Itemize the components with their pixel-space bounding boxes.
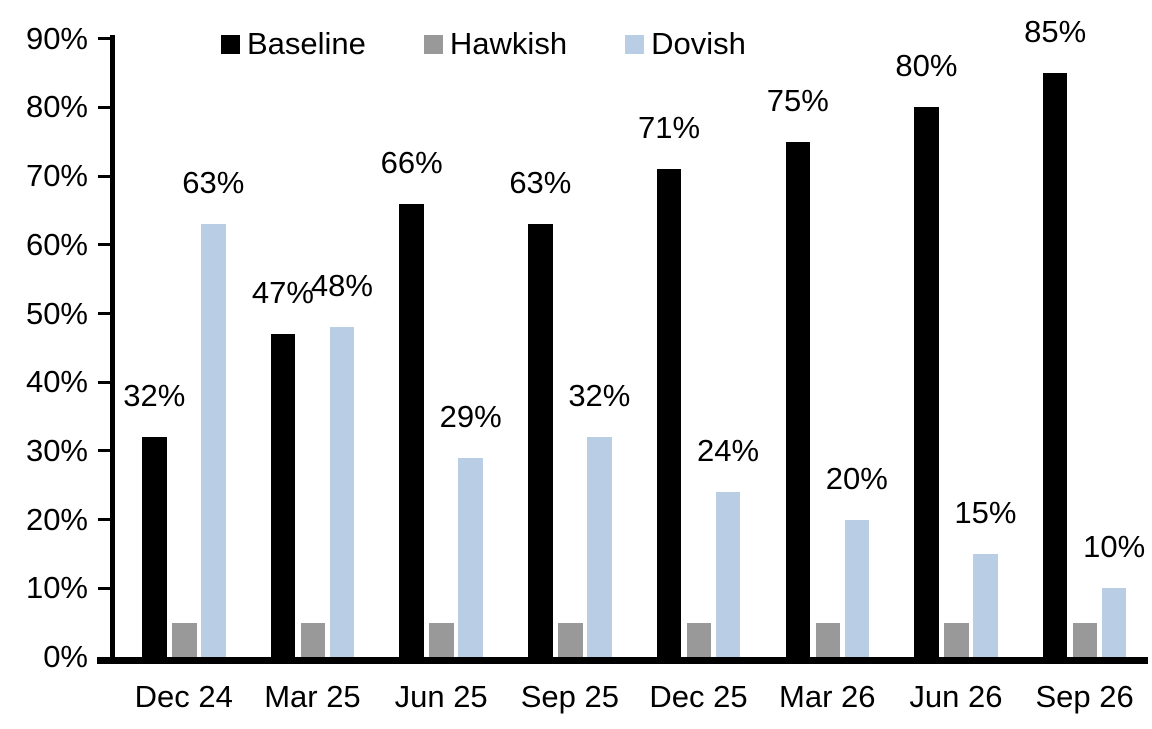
- legend-label-hawkish: Hawkish: [449, 26, 568, 61]
- bar-baseline-sep-25: [528, 224, 553, 657]
- bar-label-dovish-jun-25: 29%: [439, 398, 502, 434]
- x-label-sep-26: Sep 26: [1035, 679, 1134, 714]
- y-tick-label-60: 60%: [25, 226, 88, 262]
- legend-label-baseline: Baseline: [247, 26, 366, 61]
- x-label-jun-25: Jun 25: [394, 679, 488, 714]
- legend-label-dovish: Dovish: [651, 26, 746, 61]
- bar-baseline-dec-25: [656, 169, 682, 657]
- chart-legend: Baseline Hawkish Dovish: [221, 27, 746, 61]
- bar-label-dovish-sep-25: 32%: [568, 378, 631, 414]
- bar-label-dovish-dec-25: 24%: [697, 433, 760, 469]
- y-tick-50: [98, 312, 111, 315]
- bar-hawkish-mar-26: [815, 622, 840, 657]
- bar-label-baseline-sep-25: 63%: [509, 165, 572, 201]
- bar-label-baseline-mar-25: 47%: [251, 275, 314, 311]
- bar-label-dovish-sep-26: 10%: [1083, 529, 1146, 565]
- legend-item-dovish: Dovish: [625, 27, 746, 61]
- y-tick-label-0: 0%: [43, 639, 88, 674]
- x-label-mar-25: Mar 25: [264, 679, 361, 714]
- bar-dovish-sep-25: [587, 437, 612, 657]
- y-tick-label-30: 30%: [25, 432, 88, 468]
- y-tick-30: [98, 449, 111, 453]
- legend-swatch-baseline-icon: [221, 34, 240, 54]
- y-tick-80: [98, 105, 111, 109]
- bar-baseline-mar-25: [270, 334, 296, 657]
- bar-dovish-dec-24: [201, 224, 226, 657]
- bar-label-baseline-jun-26: 80%: [895, 48, 958, 84]
- bar-dovish-jun-26: [973, 553, 998, 657]
- bar-hawkish-sep-25: [558, 622, 583, 657]
- x-label-jun-26: Jun 26: [909, 679, 1003, 714]
- bar-hawkish-jun-26: [944, 622, 969, 657]
- bar-label-dovish-dec-24: 63%: [182, 165, 245, 201]
- bar-baseline-dec-24: [142, 437, 167, 657]
- bar-baseline-jun-26: [914, 107, 939, 657]
- bar-hawkish-sep-26: [1072, 622, 1098, 657]
- bar-label-baseline-dec-25: 71%: [638, 110, 701, 146]
- x-label-dec-25: Dec 25: [649, 679, 748, 714]
- x-label-sep-25: Sep 25: [520, 679, 619, 714]
- bar-baseline-mar-26: [785, 141, 810, 657]
- bar-dovish-sep-26: [1101, 588, 1127, 657]
- bar-baseline-sep-26: [1042, 73, 1068, 657]
- bar-hawkish-jun-25: [429, 622, 454, 657]
- bar-hawkish-dec-25: [686, 622, 712, 657]
- bar-hawkish-dec-24: [172, 622, 197, 657]
- x-label-dec-24: Dec 24: [134, 679, 233, 714]
- bar-label-dovish-mar-26: 20%: [825, 460, 888, 496]
- y-tick-label-40: 40%: [25, 364, 88, 400]
- legend-item-baseline: Baseline: [221, 27, 366, 61]
- bar-dovish-mar-25: [329, 327, 355, 657]
- legend-swatch-hawkish-icon: [423, 34, 443, 54]
- bar-dovish-dec-25: [715, 492, 741, 657]
- bar-dovish-jun-25: [458, 457, 483, 657]
- y-tick-20: [98, 518, 111, 522]
- x-label-mar-26: Mar 26: [779, 679, 876, 714]
- legend-item-hawkish: Hawkish: [423, 26, 568, 61]
- bar-label-baseline-dec-24: 32%: [123, 378, 186, 414]
- y-tick-label-50: 50%: [25, 295, 88, 331]
- bar-baseline-jun-25: [399, 203, 424, 657]
- y-tick-label-70: 70%: [25, 158, 88, 194]
- legend-swatch-dovish-icon: [625, 34, 645, 54]
- y-tick-label-10: 10%: [25, 570, 88, 606]
- y-tick-70: [98, 174, 111, 178]
- bar-label-dovish-mar-25: 48%: [310, 268, 373, 304]
- y-tick-label-80: 80%: [25, 89, 88, 125]
- bar-label-baseline-sep-26: 85%: [1024, 14, 1087, 50]
- y-tick-label-20: 20%: [25, 501, 88, 537]
- y-tick-60: [98, 243, 111, 247]
- bar-dovish-mar-26: [844, 519, 869, 657]
- bar-label-baseline-mar-26: 75%: [766, 82, 829, 118]
- y-tick-label-90: 90%: [25, 20, 88, 56]
- x-axis: [97, 657, 1148, 664]
- y-tick-10: [98, 586, 111, 590]
- y-tick-40: [98, 380, 111, 384]
- bar-label-dovish-jun-26: 15%: [954, 494, 1017, 530]
- y-axis: [110, 35, 115, 664]
- bar-hawkish-mar-25: [300, 622, 326, 657]
- bar-label-baseline-jun-25: 66%: [380, 144, 443, 180]
- y-tick-90: [98, 37, 111, 41]
